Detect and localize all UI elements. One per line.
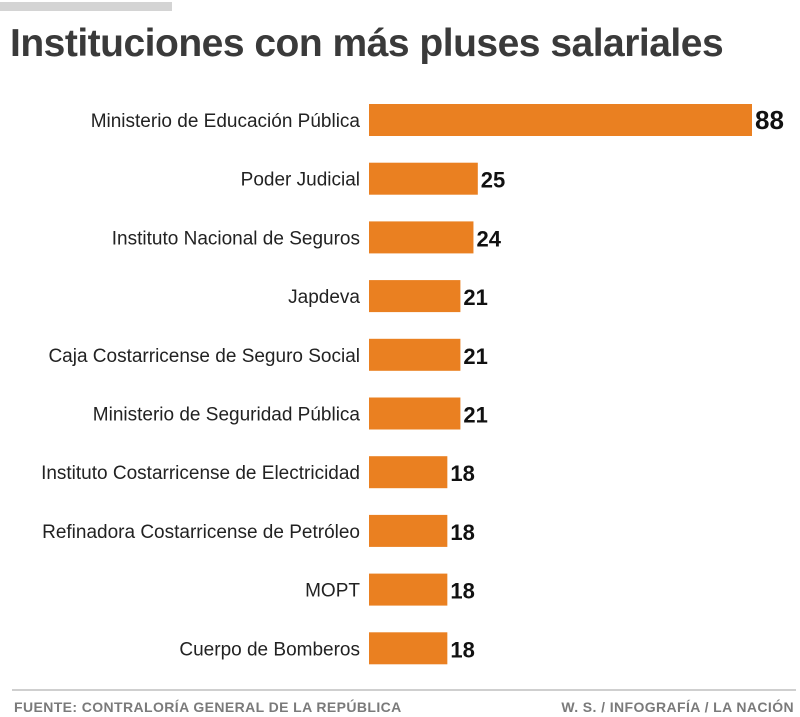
bar xyxy=(369,456,448,489)
bar xyxy=(369,104,752,136)
bar xyxy=(369,221,474,254)
chart-title: Instituciones con más pluses salariales xyxy=(10,22,724,65)
category-label: Ministerio de Educación Pública xyxy=(91,111,361,132)
bar xyxy=(369,573,448,606)
credit-note: W. S. / INFOGRAFÍA / LA NACIÓN xyxy=(561,699,794,715)
category-label: Cuerpo de Bomberos xyxy=(179,639,360,660)
value-label: 21 xyxy=(463,344,487,369)
value-label: 24 xyxy=(476,226,501,251)
category-label: Poder Judicial xyxy=(241,170,360,191)
value-label: 21 xyxy=(463,285,487,310)
category-label: Instituto Costarricense de Electricidad xyxy=(41,463,360,484)
value-label: 21 xyxy=(463,403,487,428)
bar xyxy=(369,632,448,665)
footer-divider xyxy=(12,689,796,691)
category-label: Refinadora Costarricense de Petróleo xyxy=(42,522,360,543)
value-label: 88 xyxy=(755,105,784,135)
bar xyxy=(369,397,461,430)
category-label: MOPT xyxy=(305,581,360,602)
value-label: 18 xyxy=(450,637,474,662)
top-accent-rule xyxy=(0,2,172,11)
bar xyxy=(369,280,461,313)
value-label: 18 xyxy=(450,520,474,545)
value-label: 18 xyxy=(450,579,474,604)
value-label: 18 xyxy=(450,461,474,486)
bar xyxy=(369,338,461,371)
bar xyxy=(369,514,448,547)
source-note: FUENTE: CONTRALORÍA GENERAL DE LA REPÚBL… xyxy=(14,699,402,715)
category-label: Japdeva xyxy=(288,287,360,308)
category-label: Caja Costarricense de Seguro Social xyxy=(48,346,360,367)
category-label: Ministerio de Seguridad Pública xyxy=(93,405,361,426)
category-label: Instituto Nacional de Seguros xyxy=(112,228,360,249)
value-label: 25 xyxy=(481,168,505,193)
bar xyxy=(369,162,478,195)
